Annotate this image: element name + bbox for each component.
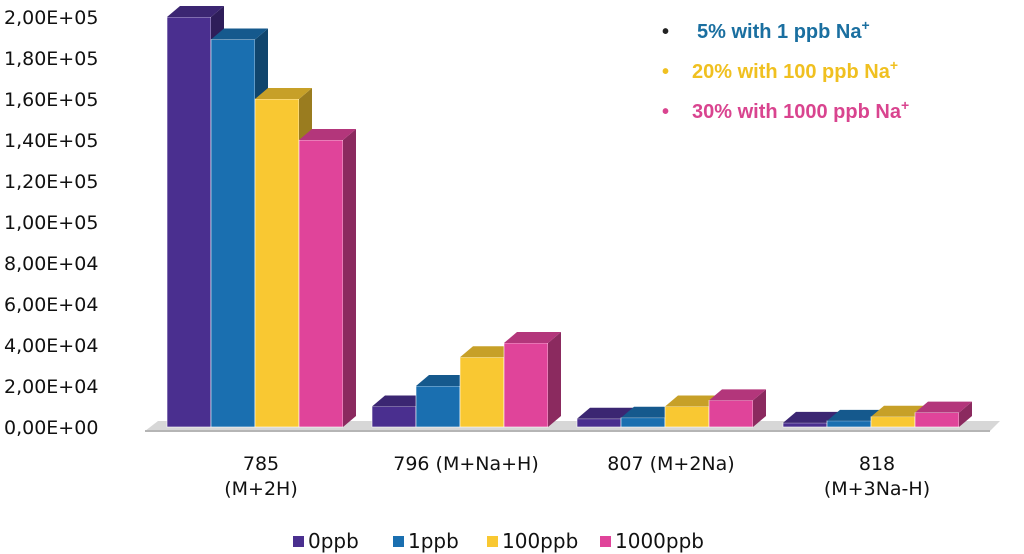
bar-top [915, 401, 972, 413]
bar-top [783, 411, 840, 423]
bar-front [576, 418, 622, 428]
legend-label: 0ppb [308, 529, 359, 553]
annotation-text: 20% with 100 ppb Na+ [692, 57, 898, 83]
y-axis: 0,00E+00 2,00E+04 4,00E+04 6,00E+04 8,00E+04… [4, 7, 98, 439]
y-tick-label: 1,00E+05 [4, 212, 98, 234]
bar-front [826, 420, 872, 428]
annotation-item: • 5% with 1 ppb Na+ [662, 17, 870, 43]
bar [503, 331, 561, 428]
bar-top [709, 389, 766, 401]
legend: 0ppb 1ppb 100ppb 1000ppb [293, 529, 704, 553]
bar-front [415, 385, 461, 428]
bar-front [782, 422, 828, 428]
legend-swatch [487, 536, 498, 547]
bar-top [299, 129, 356, 140]
category-label: 785 [243, 453, 279, 475]
bar-top [871, 405, 928, 417]
annotation-text: 5% with 1 ppb Na+ [697, 17, 870, 43]
y-tick-label: 1,40E+05 [4, 130, 98, 152]
annotation-bullet: • [662, 61, 669, 83]
annotation-text: 30% with 1000 ppb Na+ [692, 97, 909, 123]
y-tick-label: 1,80E+05 [4, 48, 98, 70]
annotation-superscript: + [901, 97, 909, 113]
annotation-item: • 30% with 1000 ppb Na+ [662, 97, 909, 123]
annotation-item: • 20% with 100 ppb Na+ [662, 57, 898, 83]
bar-top [827, 409, 884, 421]
bar-front [166, 16, 212, 428]
y-tick-label: 2,00E+05 [4, 7, 98, 29]
y-tick-label: 6,00E+04 [4, 294, 98, 316]
legend-label: 1000ppb [615, 529, 704, 553]
legend-item: 1000ppb [600, 529, 704, 553]
annotation-bullet: • [662, 101, 669, 123]
bar-front [298, 139, 344, 428]
y-tick-label: 4,00E+04 [4, 335, 98, 357]
bar-top [621, 406, 678, 418]
bar-top [167, 6, 224, 17]
bar-side [343, 129, 356, 427]
bar [298, 129, 356, 428]
bar-top [372, 395, 429, 407]
y-tick-label: 1,20E+05 [4, 171, 98, 193]
bar-front [371, 406, 417, 428]
legend-item: 100ppb [487, 529, 578, 553]
y-tick-label: 8,00E+04 [4, 253, 98, 275]
bar-front [914, 412, 960, 428]
bar-side [959, 401, 972, 427]
bar-front [210, 39, 256, 428]
bar-top [504, 331, 561, 343]
legend-swatch [393, 536, 404, 547]
category-label: 807 (M+2Na) [607, 453, 734, 475]
bar-top [211, 28, 268, 40]
bar-top [577, 407, 634, 419]
y-tick-label: 0,00E+00 [4, 417, 98, 439]
annotation-bullet: • [662, 21, 669, 43]
bar-front [503, 342, 549, 428]
bar-top [460, 346, 517, 358]
annotation-list: • 5% with 1 ppb Na+• 20% with 100 ppb Na+•… [662, 17, 909, 123]
bar-front [870, 416, 916, 428]
legend-label: 1ppb [408, 529, 459, 553]
bar-side [548, 331, 561, 427]
category-label: (M+3Na-H) [824, 478, 930, 500]
bar-front [254, 98, 300, 428]
y-tick-label: 2,00E+04 [4, 376, 98, 398]
bar-front [708, 400, 754, 428]
bars-group [166, 6, 972, 428]
bar-front [459, 356, 505, 428]
legend-swatch [600, 536, 611, 547]
bar-top [416, 375, 473, 386]
y-tick-label: 1,60E+05 [4, 89, 98, 111]
x-axis: 785 (M+2H) 796 (M+Na+H) 807 (M+2Na) 818 (M+3N… [224, 453, 930, 500]
legend-item: 1ppb [393, 529, 459, 553]
legend-swatch [293, 536, 304, 547]
bar-front [620, 417, 666, 428]
bar-top [665, 395, 722, 407]
annotation-superscript: + [890, 57, 898, 73]
legend-item: 0ppb [293, 529, 359, 553]
legend-label: 100ppb [502, 529, 578, 553]
category-label: 818 [859, 453, 895, 475]
bar [914, 401, 972, 428]
bar [708, 389, 766, 428]
category-label: (M+2H) [224, 478, 298, 500]
bar-side [753, 389, 766, 427]
bar-top [255, 88, 312, 99]
category-label: 796 (M+Na+H) [393, 453, 539, 475]
annotation-superscript: + [861, 17, 869, 33]
bar-front [664, 406, 710, 428]
